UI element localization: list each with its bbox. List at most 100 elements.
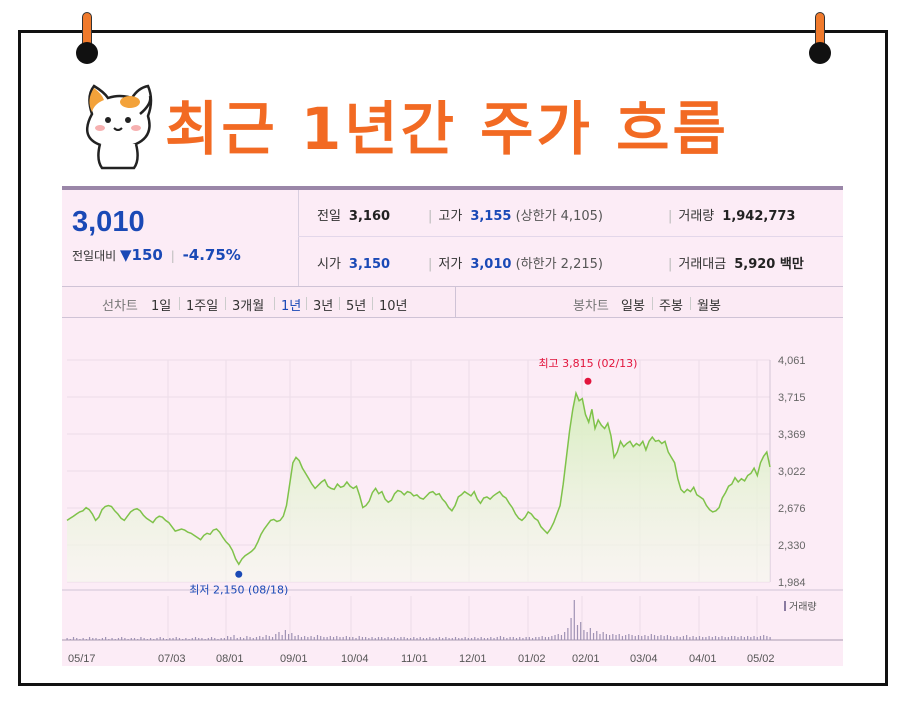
volume-bar — [769, 637, 771, 640]
volume-bar — [628, 634, 630, 640]
volume-bar — [634, 636, 636, 640]
volume-bar — [326, 637, 328, 640]
period-1y-button[interactable]: 1년 — [281, 299, 302, 314]
volume-bar — [191, 638, 193, 640]
volume-bar — [178, 638, 181, 640]
volume-bar — [647, 636, 649, 640]
volume-bar — [175, 637, 177, 640]
volume-bar — [631, 635, 633, 640]
volume-bar — [156, 638, 158, 640]
volume-bar — [66, 638, 68, 640]
volume-bar — [105, 637, 107, 640]
volume-bar — [76, 638, 78, 640]
period-10y-button[interactable]: 10년 — [379, 299, 408, 314]
max-marker — [584, 377, 592, 385]
volume-bar — [422, 638, 425, 640]
volume-bar — [108, 639, 110, 640]
volume-bar — [111, 638, 113, 640]
volume-bar — [727, 637, 729, 640]
volume-bar — [458, 638, 460, 640]
volume-bar — [188, 639, 190, 640]
x-tick-label: 07/03 — [158, 653, 186, 665]
line-chart-label: 선차트 — [102, 299, 138, 314]
volume-bar — [711, 637, 713, 640]
volume-bar — [374, 638, 376, 640]
volume-bar — [474, 637, 476, 640]
volume-bar — [496, 637, 498, 640]
volume-bar — [88, 637, 91, 640]
volume-bar — [522, 638, 524, 640]
volume-bar — [72, 637, 75, 640]
volume-bar — [541, 636, 543, 640]
x-tick-label: 05/17 — [68, 653, 96, 665]
panel-top-border — [62, 186, 843, 190]
volume-bar — [698, 636, 701, 640]
volume-bar — [644, 635, 646, 640]
volume-bar — [416, 638, 418, 640]
volume-bar — [114, 639, 116, 640]
volume-bar — [117, 638, 120, 640]
volume-bar — [365, 637, 367, 640]
volume-bar — [210, 637, 213, 640]
change-percent: -4.75% — [182, 246, 241, 264]
volume-bar — [300, 637, 303, 640]
candle-weekly-button[interactable]: 주봉 — [659, 299, 683, 314]
volume-bar — [554, 635, 556, 640]
volume-bar — [557, 634, 559, 640]
volume-bar — [589, 628, 591, 640]
period-selector-bar: 선차트 1일 1주일 3개월 1년 3년 5년 10년 봉차트 일봉 주봉 월봉 — [62, 286, 843, 318]
volume-bar — [291, 633, 293, 640]
candle-monthly-button[interactable]: 월봉 — [697, 299, 721, 314]
volume-bar — [400, 637, 402, 640]
volume-bar — [146, 639, 148, 640]
volume-bar — [669, 636, 672, 640]
y-tick-label: 3,022 — [778, 466, 806, 478]
volume-bar — [666, 635, 668, 640]
volume-bar — [750, 637, 752, 640]
low-cell: | 저가 3,010 (하한가 2,215) — [428, 257, 603, 272]
volume-bar — [535, 637, 537, 640]
period-1d-button[interactable]: 1일 — [151, 299, 172, 314]
volume-bar — [387, 637, 389, 640]
volume-bar — [82, 638, 84, 640]
volume-value: 1,942,773 — [722, 209, 796, 224]
volume-bar — [653, 635, 656, 640]
period-5y-button[interactable]: 5년 — [346, 299, 367, 314]
x-tick-label: 03/04 — [630, 653, 658, 665]
lower-limit: (하한가 2,215) — [515, 257, 603, 272]
prev-close-label: 전일 — [317, 209, 341, 224]
current-price: 3,010 — [72, 206, 145, 238]
period-3y-button[interactable]: 3년 — [313, 299, 334, 314]
volume-bar — [79, 639, 81, 640]
volume-bar — [576, 625, 579, 640]
volume-bar — [426, 638, 428, 640]
volume-bar — [618, 634, 620, 640]
candle-daily-button[interactable]: 일봉 — [621, 299, 645, 314]
volume-bar — [85, 639, 87, 640]
volume-bar — [483, 638, 486, 640]
volume-bar — [721, 636, 723, 640]
volume-bar — [596, 631, 598, 640]
period-1w-button[interactable]: 1주일 — [186, 299, 219, 314]
volume-bar — [137, 639, 139, 640]
volume-bar — [246, 636, 248, 640]
volume-bar — [570, 618, 572, 640]
volume-bar — [564, 632, 566, 640]
prev-close-value: 3,160 — [348, 209, 391, 224]
volume-bar — [718, 637, 720, 640]
volume-bar — [487, 638, 489, 640]
volume-bar — [329, 636, 331, 640]
volume-bar — [262, 637, 264, 640]
min-annotation: 최저 2,150 (08/18) — [189, 583, 288, 596]
volume-bar — [371, 637, 373, 640]
period-3m-button[interactable]: 3개월 — [232, 299, 265, 314]
volume-bar — [660, 635, 662, 640]
x-tick-label: 12/01 — [459, 653, 487, 665]
volume-bar — [705, 637, 707, 640]
volume-bar — [435, 638, 437, 640]
volume-bar — [538, 637, 540, 640]
volume-bar — [239, 637, 242, 640]
volume-bar — [207, 638, 209, 640]
volume-bar — [689, 637, 691, 640]
volume-bar — [503, 637, 505, 640]
